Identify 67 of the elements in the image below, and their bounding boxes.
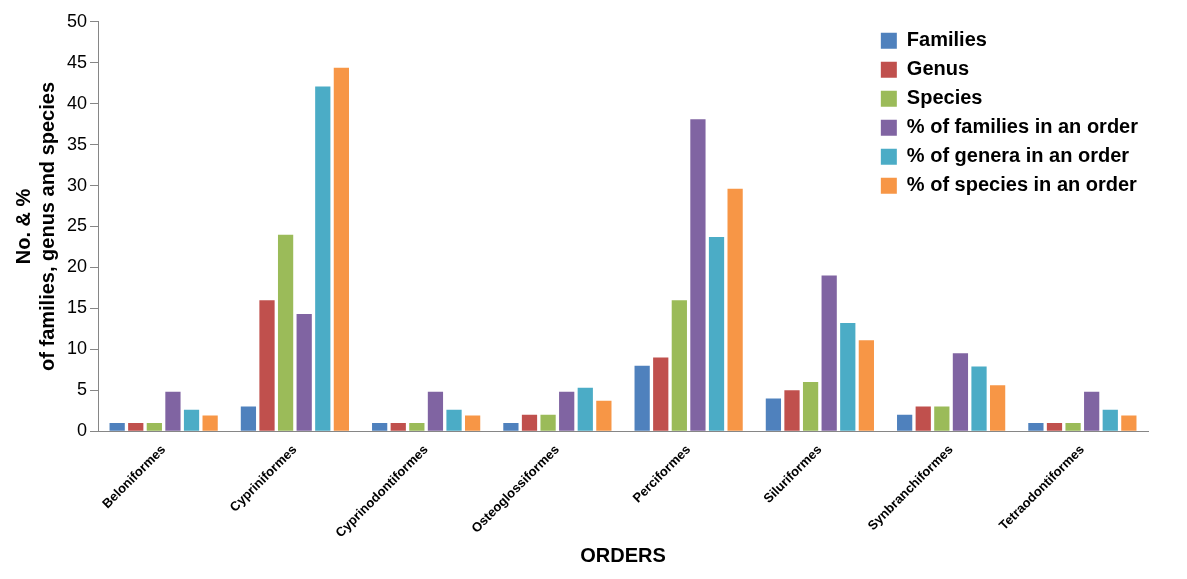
- bar: [559, 391, 575, 431]
- bar: [128, 422, 144, 431]
- y-tick-label: 5: [77, 379, 88, 400]
- legend-label: Genus: [906, 57, 970, 80]
- y-tick-label: 20: [66, 256, 88, 277]
- bar: [634, 365, 650, 431]
- bar: [671, 300, 687, 431]
- bar: [315, 86, 331, 431]
- bar: [934, 406, 950, 431]
- legend-label: % of species in an order: [906, 173, 1138, 196]
- y-tick-label: 40: [66, 92, 88, 113]
- bar: [296, 314, 312, 431]
- bar: [915, 406, 931, 431]
- bar: [784, 390, 800, 431]
- y-tick-label: 10: [66, 338, 88, 359]
- bar: [333, 67, 349, 431]
- bar: [952, 353, 969, 431]
- y-tick-label: 50: [66, 10, 88, 31]
- bar: [409, 422, 425, 431]
- bar: [821, 275, 837, 431]
- bar: [165, 391, 181, 431]
- y-tick-label: 15: [66, 297, 88, 318]
- y-tick-label: 30: [66, 174, 88, 195]
- bar: [503, 422, 519, 431]
- bar: [446, 409, 462, 431]
- bar: [465, 415, 481, 431]
- bar: [708, 237, 725, 431]
- bar: [840, 323, 856, 431]
- legend-label: % of genera in an order: [906, 144, 1130, 167]
- x-axis-title: ORDERS: [580, 543, 666, 566]
- bar: [183, 409, 200, 431]
- bar: [390, 422, 406, 431]
- bar: [1084, 391, 1100, 431]
- y-tick-label: 35: [66, 133, 88, 154]
- bar: [577, 387, 593, 431]
- bar: [1121, 415, 1137, 431]
- bar: [971, 366, 987, 431]
- legend-label: % of families in an order: [906, 115, 1139, 138]
- y-tick-label: 0: [77, 420, 88, 441]
- y-tick-label: 25: [66, 215, 88, 236]
- y-axis-title: No. & % of families, genus and species: [11, 81, 58, 371]
- bar: [765, 398, 782, 431]
- bar: [1046, 422, 1063, 431]
- bar: [596, 400, 612, 431]
- bar: [690, 119, 706, 431]
- bar: [653, 357, 669, 431]
- bar: [1028, 422, 1044, 431]
- bar: [727, 188, 743, 431]
- bar: [202, 415, 218, 431]
- bar: [1065, 422, 1081, 431]
- bar: [1102, 409, 1118, 431]
- legend-label: Species: [906, 86, 983, 109]
- bar: [858, 340, 874, 431]
- bar: [540, 414, 556, 431]
- bar: [240, 406, 257, 431]
- bar: [521, 414, 538, 431]
- bar: [427, 391, 444, 431]
- y-tick-label: 45: [66, 51, 88, 72]
- bar: [259, 300, 275, 431]
- bar: [802, 382, 819, 431]
- bar: [989, 385, 1006, 431]
- legend-label: Families: [906, 28, 987, 51]
- bar: [109, 422, 125, 431]
- bar: [146, 422, 162, 431]
- bar: [897, 414, 913, 431]
- bar: [372, 422, 388, 431]
- bar: [277, 234, 294, 431]
